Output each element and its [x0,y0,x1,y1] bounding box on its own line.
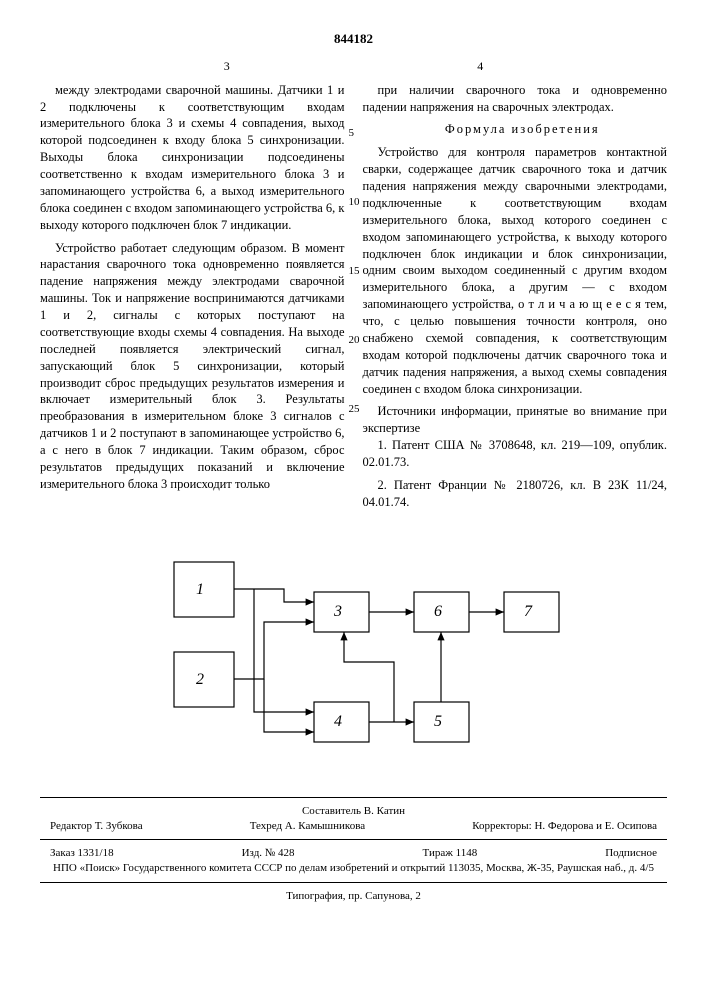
page-num-right: 4 [477,58,483,74]
diagram-node-label: 5 [434,713,442,730]
line-num: 25 [349,404,360,415]
right-para-2: Устройство для контроля параметров конта… [363,144,668,397]
sources-title: Источники информации, принятые во вниман… [363,403,668,437]
block-diagram: 1 2 3 4 5 6 7 [144,542,564,772]
left-para-2: Устройство работает следующим образом. В… [40,240,345,493]
diagram-edge [234,589,314,602]
line-num: 15 [349,266,360,277]
tirazh: Тираж 1148 [423,846,478,861]
page-numbers: 3 4 [100,58,607,74]
formula-title: Формула изобретения [363,121,668,138]
diagram-node-label: 4 [334,713,342,730]
diagram-node-label: 3 [333,603,342,620]
diagram-node-label: 7 [524,603,533,620]
source-1: 1. Патент США № 3708648, кл. 219—109, оп… [363,437,668,471]
left-para-1: между электродами сварочной машины. Датч… [40,82,345,234]
diagram-node-2 [174,652,234,707]
editor: Редактор Т. Зубкова [50,819,143,834]
diagram-node-label: 1 [196,581,204,598]
diagram-node-label: 6 [434,603,442,620]
diagram-edge [264,679,314,732]
diagram-node-1 [174,562,234,617]
right-para-1: при наличии сварочного тока и одновремен… [363,82,668,116]
source-2: 2. Патент Франции № 2180726, кл. В 23К 1… [363,477,668,511]
line-num: 5 [349,128,360,139]
page-num-left: 3 [224,58,230,74]
typography: Типография, пр. Сапунова, 2 [40,889,667,904]
diagram-edge [234,622,314,679]
izd: Изд. № 428 [242,846,295,861]
right-column: 5 10 15 20 25 при наличии сварочного ток… [363,82,668,517]
document-number: 844182 [40,30,667,48]
corrector: Корректоры: Н. Федорова и Е. Осипова [472,819,657,834]
diagram-node-label: 2 [196,671,204,688]
left-column: между электродами сварочной машины. Датч… [40,82,345,517]
footer: Составитель В. Катин Редактор Т. Зубкова… [40,797,667,904]
diagram-edge [254,589,314,712]
techred: Техред А. Камышникова [250,819,365,834]
sub: Подписное [605,846,657,861]
text-columns: между электродами сварочной машины. Датч… [40,82,667,517]
compiler: Составитель В. Катин [40,804,667,819]
line-num: 10 [349,197,360,208]
order: Заказ 1331/18 [50,846,114,861]
line-num: 20 [349,335,360,346]
line-number-gutter: 5 10 15 20 25 [349,82,360,415]
org: НПО «Поиск» Государственного комитета СС… [40,861,667,876]
